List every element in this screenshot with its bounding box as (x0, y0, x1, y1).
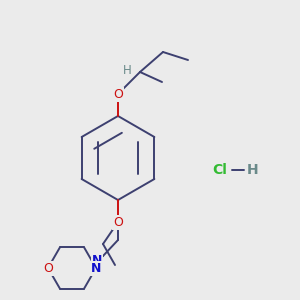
Text: Cl: Cl (213, 163, 227, 177)
Text: H: H (123, 64, 131, 76)
Text: H: H (247, 163, 259, 177)
Text: O: O (113, 215, 123, 229)
Text: N: N (92, 254, 102, 268)
Text: N: N (91, 262, 101, 275)
Text: O: O (113, 88, 123, 100)
Text: O: O (43, 262, 53, 275)
